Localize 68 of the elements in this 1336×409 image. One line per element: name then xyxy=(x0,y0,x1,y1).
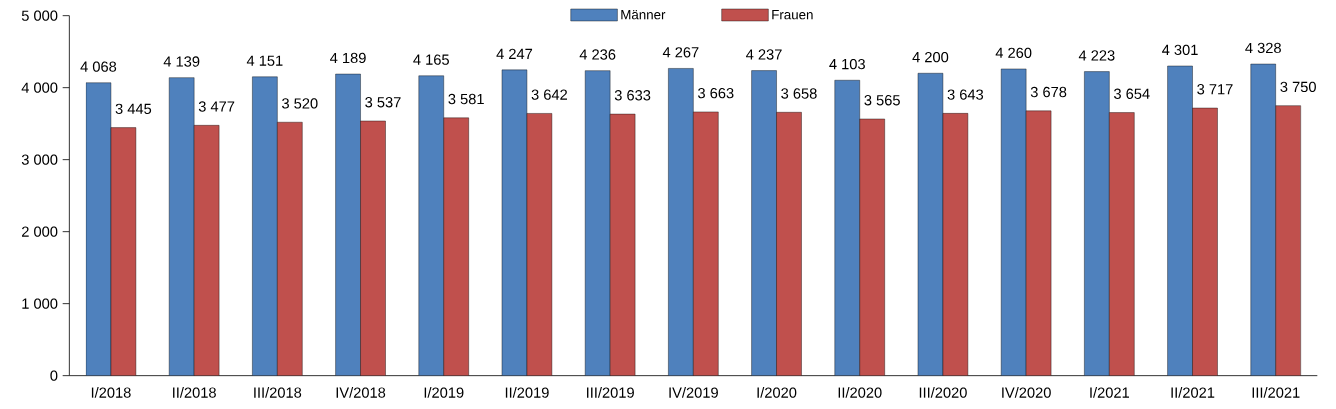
y-tick-label: 5 000 xyxy=(21,10,58,21)
bar xyxy=(776,112,802,376)
x-tick-label: I/2020 xyxy=(757,387,797,398)
bar xyxy=(693,111,719,376)
x-tick-label: IV/2019 xyxy=(669,387,718,398)
y-tick-label: 3 000 xyxy=(21,154,58,165)
y-tick-label: 4 000 xyxy=(21,82,58,93)
data-label: 3 658 xyxy=(781,88,817,99)
data-label: 3 717 xyxy=(1197,84,1233,95)
x-tick-label: III/2021 xyxy=(1252,387,1300,398)
bar xyxy=(1275,105,1301,376)
bar xyxy=(277,122,303,376)
data-label: 4 328 xyxy=(1245,42,1281,54)
bar xyxy=(609,113,636,376)
data-label: 4 189 xyxy=(330,52,366,64)
data-label: 3 581 xyxy=(448,93,484,105)
bar xyxy=(193,125,220,376)
bar xyxy=(942,113,969,376)
x-tick-label: III/2018 xyxy=(254,387,302,398)
legend-label: Männer xyxy=(621,10,666,20)
bar xyxy=(360,120,386,376)
data-label: 4 165 xyxy=(413,54,449,65)
x-tick-label: I/2021 xyxy=(1090,387,1130,398)
x-tick-label: II/2019 xyxy=(505,387,549,398)
data-label: 3 477 xyxy=(198,101,235,112)
data-label: 4 267 xyxy=(662,47,699,58)
data-label: 3 445 xyxy=(115,103,152,115)
bar xyxy=(1109,112,1135,376)
x-tick-label: II/2021 xyxy=(1171,387,1215,398)
x-tick-label: I/2019 xyxy=(424,387,464,398)
data-label: 3 663 xyxy=(698,87,734,99)
data-label: 3 654 xyxy=(1114,88,1150,99)
data-label: 3 643 xyxy=(947,89,984,100)
x-tick-label: IV/2018 xyxy=(336,387,386,398)
data-label: 3 633 xyxy=(614,90,651,101)
data-label: 4 103 xyxy=(829,58,865,70)
bar xyxy=(859,118,885,376)
y-tick-label: 1 000 xyxy=(22,298,58,309)
bar xyxy=(526,113,553,376)
x-tick-label: II/2018 xyxy=(173,387,216,398)
data-label: 4 223 xyxy=(1078,50,1115,61)
data-label: 4 068 xyxy=(80,61,117,72)
data-label: 4 301 xyxy=(1162,44,1198,56)
x-tick-label: IV/2020 xyxy=(1002,387,1051,398)
data-label: 4 236 xyxy=(579,49,616,60)
y-tick-label: 2 000 xyxy=(22,226,58,237)
bar xyxy=(1192,107,1218,376)
bar xyxy=(443,117,469,376)
data-label: 4 139 xyxy=(163,56,200,67)
x-tick-label: III/2020 xyxy=(919,387,967,398)
x-tick-label: I/2018 xyxy=(91,387,131,398)
data-label: 3 565 xyxy=(864,95,900,106)
legend-label: Frauen xyxy=(772,10,813,20)
data-label: 3 642 xyxy=(531,89,567,100)
bar xyxy=(1025,110,1052,376)
data-label: 4 247 xyxy=(496,48,533,59)
y-tick-label: 0 xyxy=(50,370,58,381)
data-label: 4 237 xyxy=(746,49,782,60)
x-tick-label: III/2019 xyxy=(587,387,634,398)
data-label: 3 750 xyxy=(1280,81,1316,93)
data-label: 4 260 xyxy=(995,47,1032,59)
data-label: 4 151 xyxy=(246,55,283,66)
data-label: 3 537 xyxy=(365,97,401,108)
x-tick-label: II/2020 xyxy=(838,387,882,398)
bar xyxy=(110,127,137,376)
data-label: 4 200 xyxy=(912,51,949,63)
data-label: 3 520 xyxy=(282,98,318,109)
data-label: 3 678 xyxy=(1030,86,1067,98)
